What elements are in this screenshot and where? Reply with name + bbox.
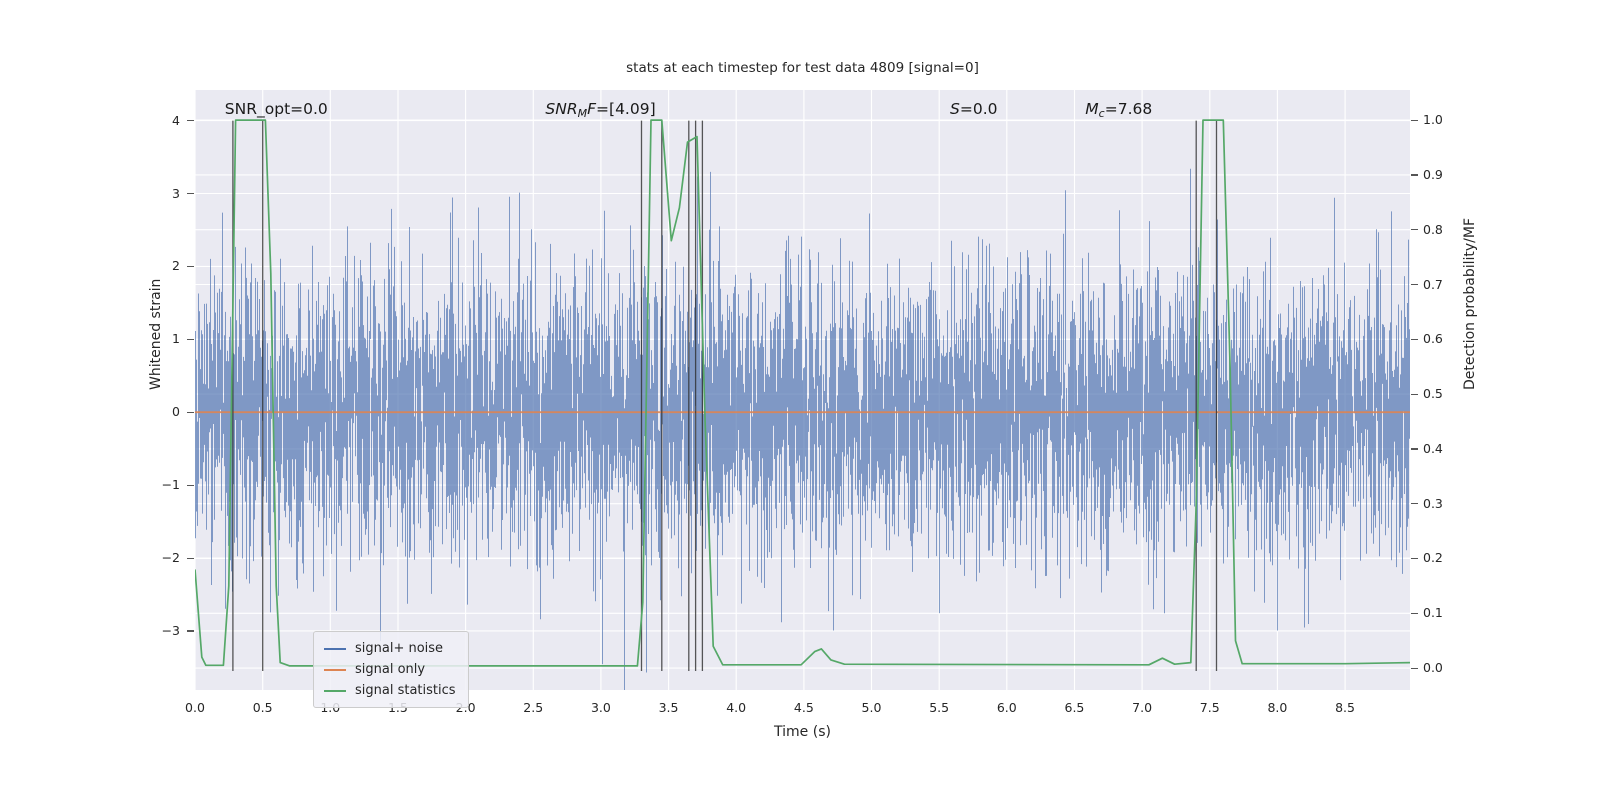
y-right-tick-label: 0.4 (1423, 440, 1443, 456)
annotation-text: =7.68 (1104, 100, 1153, 118)
y-right-tick-mark (1411, 284, 1418, 286)
y-right-tick-label: 0.0 (1423, 660, 1443, 676)
x-tick-label: 5.0 (861, 700, 882, 715)
y-right-tick-mark (1411, 229, 1418, 231)
annotation-text: =0.0 (959, 100, 998, 118)
chart-title: stats at each timestep for test data 480… (626, 60, 979, 76)
y-right-tick-label: 0.9 (1423, 166, 1443, 182)
y-left-tick-label: −1 (161, 477, 180, 493)
annotation-text: S (950, 100, 960, 118)
y-left-tick-label: 1 (172, 331, 180, 347)
y-right-tick-mark (1411, 448, 1418, 450)
legend-line-swatch (324, 668, 346, 671)
chart-canvas (195, 90, 1410, 690)
y-right-tick-label: 0.1 (1423, 605, 1443, 621)
x-tick-label: 0.5 (252, 700, 273, 715)
annotation: Mc=7.68 (1085, 100, 1152, 120)
annotation-text: M (577, 107, 588, 120)
x-tick-label: 2.5 (523, 700, 544, 715)
y-right-tick-label: 0.2 (1423, 550, 1443, 566)
y-left-tick-mark (187, 193, 194, 195)
x-tick-label: 3.5 (658, 700, 679, 715)
legend-line-swatch (324, 689, 346, 692)
y-right-tick-mark (1411, 338, 1418, 340)
annotation-text: SNR (545, 100, 578, 118)
x-tick-label: 7.0 (1132, 700, 1153, 715)
annotation: S=0.0 (950, 100, 997, 118)
y-right-tick-label: 0.6 (1423, 331, 1443, 347)
annotation-text: M (1085, 100, 1099, 118)
y-right-tick-label: 0.8 (1423, 221, 1443, 237)
y-right-tick-label: 0.3 (1423, 495, 1443, 511)
y-right-tick-mark (1411, 557, 1418, 560)
x-tick-label: 8.0 (1267, 700, 1288, 715)
annotation-text: c (1098, 107, 1105, 120)
legend-item: signal+ noise (324, 638, 456, 659)
y-right-tick-mark (1411, 667, 1418, 669)
y-right-tick-mark (1411, 174, 1418, 176)
y-right-tick-mark (1411, 503, 1418, 505)
x-tick-label: 6.0 (996, 700, 1017, 715)
y-left-tick-mark (187, 120, 194, 122)
y-left-tick-label: 2 (172, 258, 180, 274)
y-left-tick-label: −3 (161, 622, 180, 638)
x-tick-label: 6.5 (1064, 700, 1085, 715)
y-left-tick-mark (187, 338, 194, 341)
plot-area: SNR_opt=0.0 SNRMF=[4.09] S=0.0 Mc=7.68 (195, 90, 1410, 690)
x-tick-label: 8.5 (1335, 700, 1355, 715)
y-left-tick-mark (187, 411, 194, 413)
y-left-tick-label: 0 (172, 404, 180, 420)
y-right-tick-mark (1411, 393, 1418, 395)
x-tick-label: 7.5 (1199, 700, 1220, 715)
y-left-tick-mark (187, 484, 194, 486)
y-left-tick-mark (187, 557, 194, 559)
y-left-tick-mark (187, 265, 194, 268)
annotation-text: F (587, 100, 597, 118)
annotation-text: SNR_opt=0.0 (224, 100, 328, 118)
x-axis-label: Time (s) (774, 724, 831, 740)
x-tick-label: 3.0 (590, 700, 611, 715)
y-right-tick-mark (1411, 612, 1418, 614)
legend-item: signal only (324, 659, 456, 680)
x-tick-label: 5.5 (929, 700, 950, 715)
legend-line-swatch (324, 647, 346, 650)
x-tick-label: 4.5 (793, 700, 814, 715)
x-tick-label: 4.0 (726, 700, 747, 715)
y-left-tick-label: 4 (172, 112, 180, 128)
legend-label: signal only (355, 662, 426, 677)
legend: signal+ noise signal only signal statistic… (313, 631, 469, 708)
legend-label: signal+ noise (355, 641, 444, 656)
y-left-tick-mark (187, 630, 194, 632)
annotation-text: =[4.09] (596, 100, 656, 118)
annotation: SNR_opt=0.0 (225, 100, 328, 118)
y-right-tick-label: 1.0 (1423, 112, 1443, 128)
y-right-tick-label: 0.7 (1423, 276, 1443, 292)
y-axis-label-right: Detection probability/MF (1462, 217, 1478, 390)
y-left-tick-label: 3 (172, 185, 180, 201)
annotation: SNRMF=[4.09] (545, 100, 655, 120)
y-left-tick-label: −2 (161, 550, 180, 566)
legend-item: signal statistics (324, 680, 456, 701)
y-right-tick-mark (1411, 119, 1418, 121)
legend-label: signal statistics (355, 683, 456, 698)
x-tick-label: 0.0 (185, 700, 205, 715)
y-right-tick-label: 0.5 (1423, 386, 1443, 402)
